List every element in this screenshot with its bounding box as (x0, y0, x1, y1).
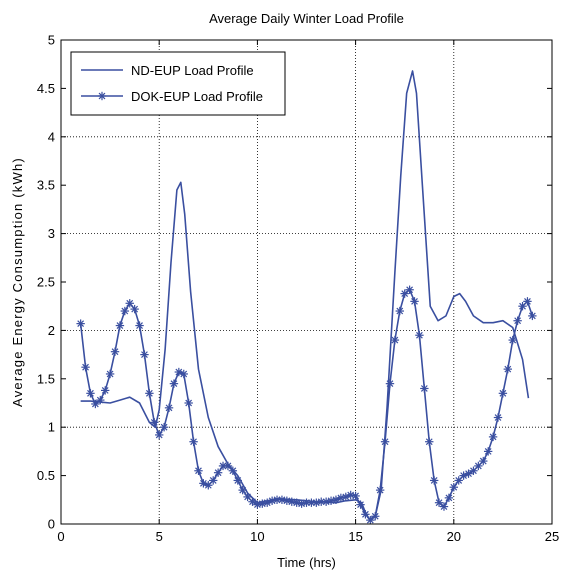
x-tick-label: 25 (545, 529, 559, 544)
y-tick-label: 3.5 (37, 178, 55, 193)
data-point (439, 502, 449, 511)
data-point (135, 321, 144, 330)
series-line-1 (79, 288, 534, 521)
data-point (498, 389, 508, 398)
data-point (213, 468, 223, 477)
chart-title: Average Daily Winter Load Profile (209, 11, 404, 26)
data-point (169, 379, 179, 388)
data-point (105, 369, 115, 379)
series-line-0 (80, 70, 530, 520)
data-point (282, 496, 292, 505)
y-tick-label: 1.5 (37, 371, 55, 386)
data-point (395, 306, 404, 316)
data-point (420, 384, 429, 393)
data-point (321, 497, 331, 506)
data-point (513, 316, 522, 325)
data-point (444, 493, 454, 503)
data-point (228, 466, 238, 475)
data-point (518, 302, 527, 311)
data-point (155, 430, 164, 440)
y-tick-label: 4 (48, 129, 55, 144)
data-point (145, 389, 154, 398)
data-point (415, 331, 424, 340)
data-point (425, 437, 434, 446)
x-tick-label: 20 (447, 529, 461, 544)
data-point (410, 297, 419, 306)
series-layer (76, 70, 537, 525)
x-tick-label: 5 (156, 529, 163, 544)
data-point (405, 285, 414, 294)
data-point (100, 386, 110, 395)
data-point (479, 456, 488, 466)
y-tick-label: 2 (48, 323, 55, 338)
data-point (366, 515, 375, 525)
legend-marker-dok-eup (97, 91, 107, 101)
x-tick-label: 10 (250, 529, 264, 544)
data-point (385, 379, 395, 388)
data-point (209, 476, 218, 485)
data-point (110, 347, 120, 356)
axis-ticks: 0 5 10 15 20 25 0 0.5 1 1.5 2 2.5 3 3.5 4 4.5 5 (37, 33, 559, 545)
y-tick-label: 1 (48, 420, 55, 435)
legend-star (97, 91, 107, 101)
data-point (159, 423, 169, 432)
data-point (120, 306, 130, 316)
data-point (503, 364, 513, 374)
data-point (400, 289, 409, 298)
data-point (184, 398, 193, 408)
data-point (508, 335, 517, 345)
data-point (194, 466, 203, 475)
legend-label-dok-eup: DOK-EUP Load Profile (131, 89, 263, 104)
data-point (164, 403, 174, 413)
data-point (493, 413, 503, 422)
data-point (356, 500, 365, 509)
data-point (483, 447, 493, 456)
data-point (115, 321, 125, 330)
y-tick-label: 5 (48, 33, 55, 48)
data-point (371, 512, 380, 521)
data-point (375, 485, 385, 495)
data-point (361, 510, 370, 519)
x-axis-label: Time (hrs) (277, 555, 336, 570)
data-point (523, 297, 532, 306)
data-point (91, 399, 100, 409)
grid (61, 40, 552, 524)
data-point (179, 369, 188, 379)
data-point (130, 304, 139, 314)
legend-box (70, 51, 286, 116)
legend-label-nd-eup: ND-EUP Load Profile (131, 63, 254, 78)
x-tick-label: 0 (57, 529, 64, 544)
y-tick-label: 2.5 (37, 275, 55, 290)
data-point (76, 319, 85, 328)
data-point (488, 432, 498, 442)
data-point (380, 437, 390, 446)
data-point (233, 476, 242, 485)
y-tick-label: 3 (48, 226, 55, 241)
y-tick-label: 0 (48, 517, 55, 532)
data-point (429, 476, 439, 485)
data-point (351, 491, 360, 501)
legend: ND-EUP Load Profile DOK-EUP Load Profile (70, 51, 286, 116)
data-point (238, 485, 247, 495)
data-point (390, 335, 400, 345)
y-tick-label: 4.5 (37, 81, 55, 96)
data-point (86, 389, 95, 398)
x-tick-label: 15 (348, 529, 362, 544)
y-tick-label: 0.5 (37, 468, 55, 483)
data-point (150, 418, 159, 427)
data-point (81, 362, 90, 372)
data-point (140, 350, 149, 359)
data-point (189, 437, 198, 446)
data-point (434, 498, 444, 507)
data-point (449, 483, 458, 492)
data-point (96, 395, 105, 405)
data-point (528, 311, 537, 321)
y-axis-label: Average Energy Consumption (kWh) (10, 157, 25, 407)
data-point (125, 299, 134, 308)
